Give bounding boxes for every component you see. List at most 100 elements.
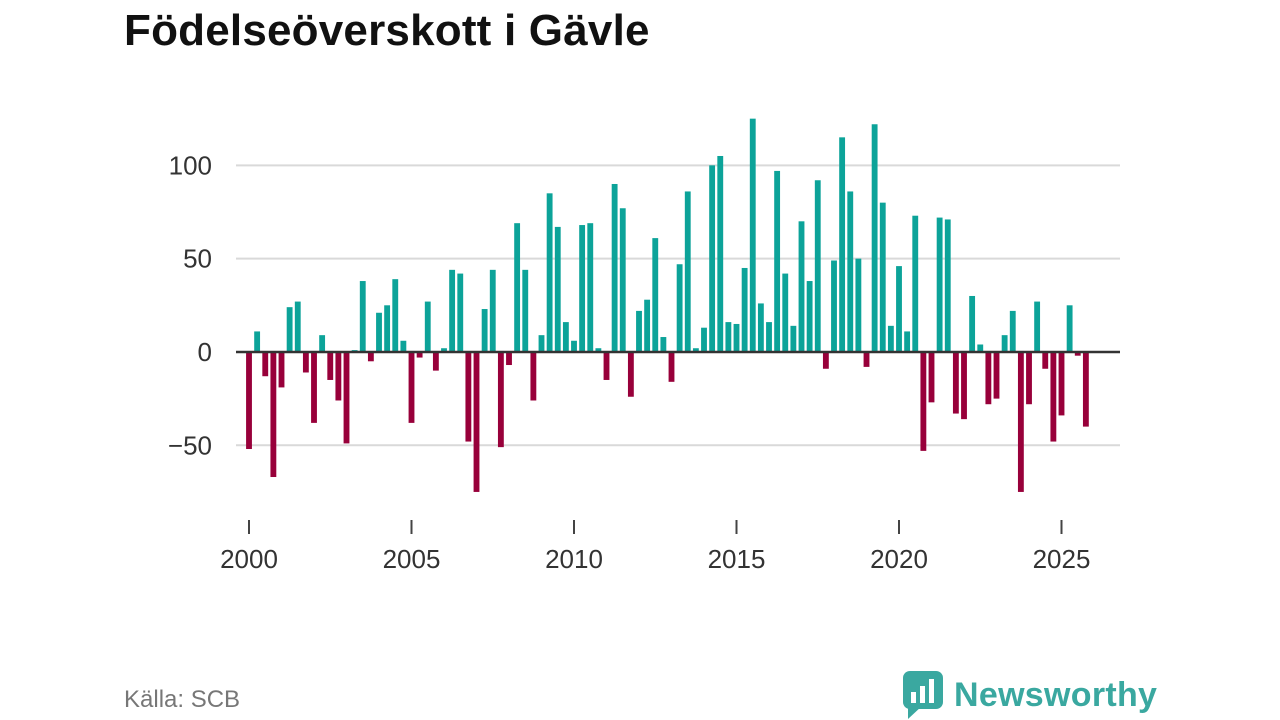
bar (302, 351, 309, 373)
bar (1050, 351, 1057, 442)
bar (603, 351, 610, 380)
bar (1058, 351, 1065, 416)
bar (766, 322, 772, 352)
bar (587, 223, 594, 352)
bar (554, 226, 561, 352)
y-tick-label: 50 (183, 244, 212, 274)
bar (717, 155, 724, 352)
bar (749, 118, 756, 352)
bar (473, 351, 480, 492)
bar (546, 193, 553, 352)
bar (1009, 310, 1016, 352)
bar (636, 310, 642, 352)
bar (652, 238, 659, 352)
bar (1074, 351, 1081, 356)
newsworthy-logo-text: Newsworthy (954, 675, 1158, 714)
x-tick-label: 2005 (383, 544, 441, 574)
bar (944, 219, 951, 352)
bar (1026, 351, 1032, 405)
y-tick-label: −50 (168, 430, 212, 460)
bar (790, 325, 797, 352)
bar (831, 260, 837, 352)
bar (359, 281, 366, 352)
bar (489, 269, 496, 352)
bar (920, 351, 927, 451)
bar (538, 335, 545, 352)
bar (692, 348, 699, 352)
newsworthy-logo-icon (903, 671, 943, 719)
bar (457, 273, 464, 352)
bar (335, 351, 342, 401)
gridlines (236, 164, 1120, 447)
bar (806, 281, 813, 352)
bar (863, 351, 870, 367)
bar (668, 351, 675, 382)
bar (644, 299, 651, 352)
bar (367, 351, 374, 362)
bar (839, 137, 846, 352)
bar (611, 183, 618, 352)
bar (798, 221, 805, 352)
bar (879, 202, 886, 352)
bar (514, 223, 521, 352)
bar (530, 351, 537, 401)
bar (343, 351, 350, 444)
bar (1017, 351, 1024, 492)
y-tick-label: 100 (169, 150, 212, 180)
bar (262, 351, 269, 377)
bar (497, 351, 504, 448)
bar (579, 225, 586, 352)
bar (571, 340, 577, 352)
bar (408, 351, 415, 423)
bar (522, 269, 529, 352)
bar (855, 258, 862, 352)
bar (733, 323, 740, 352)
bar (432, 351, 439, 371)
bar (595, 348, 602, 352)
x-tick-label: 2010 (545, 544, 603, 574)
bar (424, 301, 431, 352)
bar (1034, 301, 1041, 352)
bar (286, 307, 293, 352)
x-tick-label: 2025 (1033, 544, 1091, 574)
bar (904, 331, 911, 352)
bar (961, 351, 967, 420)
bar (871, 124, 878, 352)
bar (993, 351, 1000, 399)
chart-title: Födelseöverskott i Gävle (124, 6, 650, 55)
bar (847, 191, 854, 352)
bar (709, 165, 716, 352)
bar (725, 322, 732, 352)
bar (887, 325, 894, 352)
bar (701, 327, 707, 352)
bar (741, 267, 748, 352)
bar (619, 208, 626, 352)
bars (246, 118, 1089, 492)
bar (278, 351, 285, 388)
bar (774, 170, 781, 352)
x-tick-label: 2015 (708, 544, 766, 574)
bar (319, 335, 326, 352)
newsworthy-logo: Newsworthy (902, 670, 1157, 720)
bar (814, 180, 821, 352)
bar (562, 322, 569, 352)
bar (660, 337, 667, 352)
bar (928, 351, 935, 403)
bar (465, 351, 472, 442)
y-axis-labels: 100 50 0 −50 (168, 150, 212, 460)
bar (969, 295, 976, 352)
bar (327, 351, 334, 380)
bar (627, 351, 634, 397)
bar (400, 340, 407, 352)
source-label: Källa: SCB (124, 686, 241, 713)
bar (912, 215, 919, 352)
bar (392, 279, 399, 352)
bar (270, 351, 277, 478)
bar (1082, 351, 1089, 427)
x-tick-label: 2020 (870, 544, 928, 574)
bar (311, 351, 317, 423)
bar (896, 266, 902, 352)
bar (294, 301, 301, 352)
bar (481, 309, 488, 352)
